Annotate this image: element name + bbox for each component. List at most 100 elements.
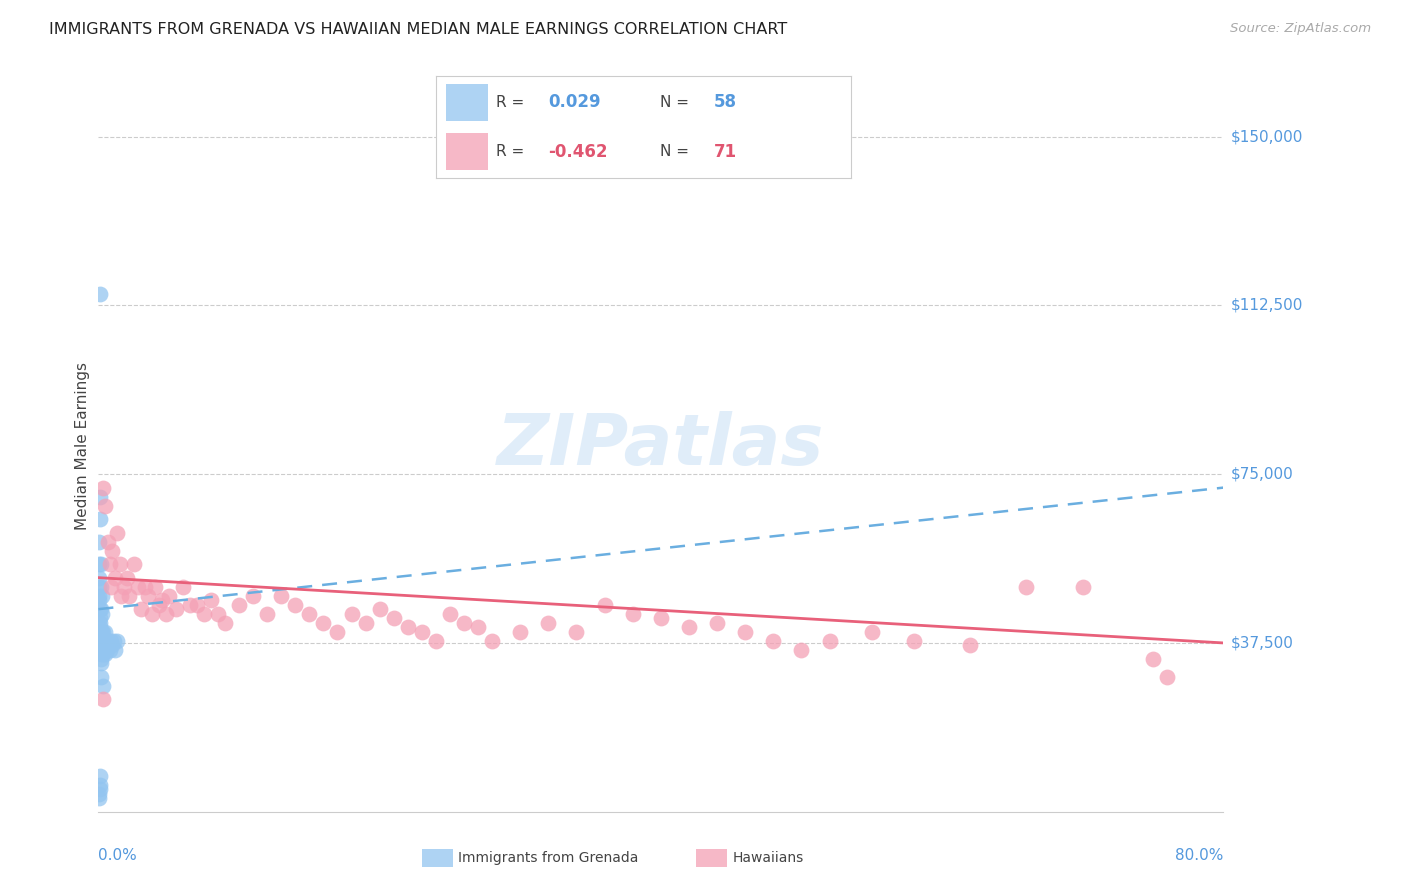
Point <box>186 598 208 612</box>
Point <box>110 589 132 603</box>
Point <box>340 607 363 621</box>
Point <box>90 651 112 665</box>
Point <box>959 638 981 652</box>
Text: -0.462: -0.462 <box>548 143 607 161</box>
Point <box>91 633 114 648</box>
Point <box>172 580 194 594</box>
Point <box>89 638 111 652</box>
Point <box>115 571 138 585</box>
Point <box>150 593 173 607</box>
Point <box>94 499 117 513</box>
Point <box>90 557 112 571</box>
Point <box>284 598 307 612</box>
Point <box>97 534 120 549</box>
Text: R =: R = <box>496 145 524 160</box>
Point <box>129 602 152 616</box>
Point <box>97 638 120 652</box>
Text: 58: 58 <box>714 94 737 112</box>
Point <box>90 642 112 657</box>
Text: $37,500: $37,500 <box>1230 635 1294 650</box>
Text: $75,000: $75,000 <box>1230 467 1294 482</box>
Point <box>193 607 215 621</box>
Point <box>214 615 236 630</box>
Point <box>228 598 250 612</box>
Point <box>818 633 841 648</box>
Point <box>100 633 122 648</box>
Point <box>90 656 112 670</box>
Y-axis label: Median Male Earnings: Median Male Earnings <box>75 362 90 530</box>
Point <box>565 624 588 639</box>
Point <box>90 624 112 639</box>
Point <box>105 633 128 648</box>
Point <box>97 633 120 648</box>
Point <box>94 633 117 648</box>
Point <box>312 615 335 630</box>
Point <box>270 589 292 603</box>
Point <box>425 633 447 648</box>
Point <box>104 571 127 585</box>
Point <box>93 638 115 652</box>
Point <box>127 580 149 594</box>
Point <box>89 571 111 585</box>
Point <box>91 481 114 495</box>
Point <box>143 580 166 594</box>
Point <box>96 638 118 652</box>
Point <box>396 620 419 634</box>
Point <box>100 580 122 594</box>
Point <box>298 607 321 621</box>
Point <box>207 607 229 621</box>
Point <box>90 647 112 661</box>
Point <box>87 791 110 805</box>
Point <box>87 589 110 603</box>
Point <box>90 589 112 603</box>
Point <box>89 620 111 634</box>
Point <box>103 633 125 648</box>
Point <box>93 633 115 648</box>
Point <box>148 598 170 612</box>
Point <box>621 607 644 621</box>
Point <box>90 602 112 616</box>
Point <box>256 607 278 621</box>
Point <box>157 589 180 603</box>
Point <box>382 611 405 625</box>
Point <box>89 611 111 625</box>
Point <box>108 557 131 571</box>
Point <box>762 633 785 648</box>
Bar <box>446 133 488 170</box>
Point <box>93 624 115 639</box>
Point <box>1015 580 1038 594</box>
Text: Hawaiians: Hawaiians <box>733 851 804 865</box>
Point <box>91 692 114 706</box>
Point <box>89 287 111 301</box>
Point <box>90 607 112 621</box>
Point <box>860 624 883 639</box>
Point <box>1142 651 1164 665</box>
Point <box>87 580 110 594</box>
Point <box>93 642 115 657</box>
Point <box>98 642 121 657</box>
Point <box>105 525 128 540</box>
Text: Source: ZipAtlas.com: Source: ZipAtlas.com <box>1230 22 1371 36</box>
Point <box>101 638 124 652</box>
Text: 71: 71 <box>714 143 737 161</box>
Point <box>467 620 489 634</box>
Point <box>368 602 391 616</box>
Point <box>453 615 475 630</box>
Point <box>242 589 264 603</box>
Point <box>136 589 159 603</box>
Point <box>89 624 111 639</box>
Point <box>141 607 163 621</box>
Text: N =: N = <box>659 95 689 110</box>
Point <box>90 633 112 648</box>
Point <box>90 670 112 684</box>
Point <box>165 602 187 616</box>
Text: $112,500: $112,500 <box>1230 298 1302 313</box>
Point <box>89 490 111 504</box>
Text: IMMIGRANTS FROM GRENADA VS HAWAIIAN MEDIAN MALE EARNINGS CORRELATION CHART: IMMIGRANTS FROM GRENADA VS HAWAIIAN MEDI… <box>49 22 787 37</box>
Point <box>326 624 349 639</box>
Point <box>90 580 112 594</box>
Point <box>89 769 111 783</box>
Point <box>89 782 111 797</box>
Point <box>91 638 114 652</box>
Point <box>537 615 560 630</box>
